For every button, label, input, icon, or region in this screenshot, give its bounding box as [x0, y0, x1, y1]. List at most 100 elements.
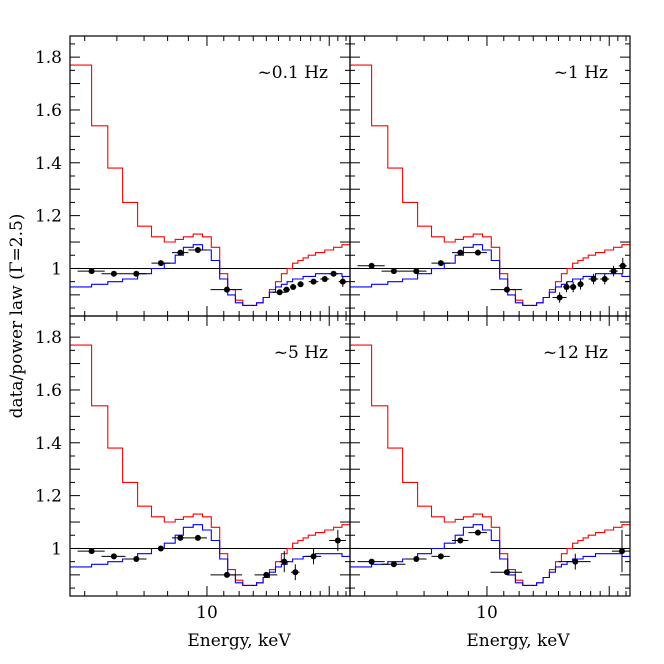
y-tick-label: 1.2 [35, 207, 62, 227]
data-marker [297, 281, 304, 288]
data-point [101, 270, 126, 277]
blue-model-step-line [350, 524, 630, 586]
data-marker [572, 558, 579, 565]
data-marker [503, 286, 510, 293]
data-marker [619, 262, 626, 269]
x-axis-label-right: Energy, keV [466, 631, 570, 651]
data-marker [556, 294, 563, 301]
panel-label: ~0.1 Hz [258, 63, 329, 83]
plot-area [350, 64, 630, 306]
data-marker [88, 268, 95, 275]
data-marker [330, 270, 337, 277]
panels-group: 1 1.2 1.4 1.6 1.8 ~0.1 Hz ~1 Hz 1 1.2 1.4 1.6 1.8 10… [35, 35, 631, 623]
data-marker [601, 276, 608, 283]
data-marker [474, 529, 481, 536]
data-marker [390, 561, 397, 568]
data-marker [368, 558, 375, 565]
data-marker [368, 262, 375, 269]
panel-3: 1 1.2 1.4 1.6 1.8 10 ~5 Hz [35, 315, 351, 623]
y-tick-label: 1 [51, 539, 62, 559]
data-marker [570, 283, 577, 290]
data-point [381, 561, 406, 568]
data-point [618, 257, 627, 274]
plot-area [350, 344, 630, 586]
data-marker [590, 276, 597, 283]
panel-1: 1 1.2 1.4 1.6 1.8 ~0.1 Hz [35, 35, 351, 317]
data-marker [457, 249, 464, 256]
data-point [151, 260, 170, 267]
data-point [451, 249, 469, 256]
data-point [272, 289, 287, 296]
data-marker [334, 537, 341, 544]
data-point [611, 529, 630, 573]
x-axis-label-left: Energy, keV [187, 631, 291, 651]
data-point [290, 564, 300, 581]
data-point [609, 265, 618, 277]
data-point [297, 281, 304, 288]
data-marker [281, 558, 288, 565]
data-point [357, 558, 385, 565]
data-marker [390, 268, 397, 275]
y-tick-label: 1.4 [35, 154, 62, 174]
data-marker [263, 571, 270, 578]
panel-label: ~5 Hz [274, 343, 328, 363]
data-marker [321, 276, 328, 283]
data-marker [413, 268, 420, 275]
data-marker [310, 553, 317, 560]
data-point [289, 283, 297, 290]
blue-model-step-line [70, 244, 350, 306]
data-marker [177, 249, 184, 256]
data-marker [503, 569, 510, 576]
data-marker [157, 545, 164, 552]
data-point [329, 270, 338, 277]
data-marker [474, 249, 481, 256]
y-tick-label: 1.6 [35, 101, 62, 121]
data-point [171, 534, 189, 541]
data-point [490, 286, 523, 293]
data-marker [437, 260, 444, 267]
data-marker [194, 534, 201, 541]
blue-model-step-line [350, 244, 630, 306]
data-marker [339, 278, 346, 285]
data-point [405, 556, 427, 563]
data-marker [194, 246, 201, 253]
x-tick-label: 10 [196, 603, 218, 623]
data-point [188, 246, 207, 253]
data-point [490, 569, 523, 576]
data-marker [110, 270, 117, 277]
red-model-step-line [70, 344, 350, 586]
data-point [600, 273, 610, 285]
data-marker [177, 534, 184, 541]
data-marker [223, 286, 230, 293]
data-point [151, 545, 170, 552]
data-point [431, 553, 450, 560]
data-marker [610, 268, 617, 275]
data-marker [276, 289, 283, 296]
data-point [558, 553, 591, 570]
data-marker [437, 553, 444, 560]
y-axis-label: data/power law (Γ=2.5) [7, 214, 27, 419]
y-tick-label: 1 [51, 259, 62, 279]
data-point [451, 537, 469, 544]
data-point [305, 548, 322, 565]
data-point [171, 249, 189, 256]
data-point [125, 270, 147, 277]
x-tick-label: 10 [476, 603, 498, 623]
data-point [308, 278, 319, 285]
ticks [70, 36, 350, 316]
data-point [279, 551, 289, 573]
data-marker [413, 556, 420, 563]
data-marker [133, 556, 140, 563]
plot-area [70, 344, 350, 586]
data-marker [88, 548, 95, 555]
data-point [77, 548, 105, 555]
y-tick-label: 1.4 [35, 434, 62, 454]
data-point [577, 279, 584, 290]
data-point [320, 276, 330, 283]
blue-model-step-line [70, 524, 350, 586]
panel-2: ~1 Hz [349, 35, 631, 317]
data-point [588, 273, 599, 285]
data-point [552, 292, 567, 303]
data-point [210, 286, 243, 293]
